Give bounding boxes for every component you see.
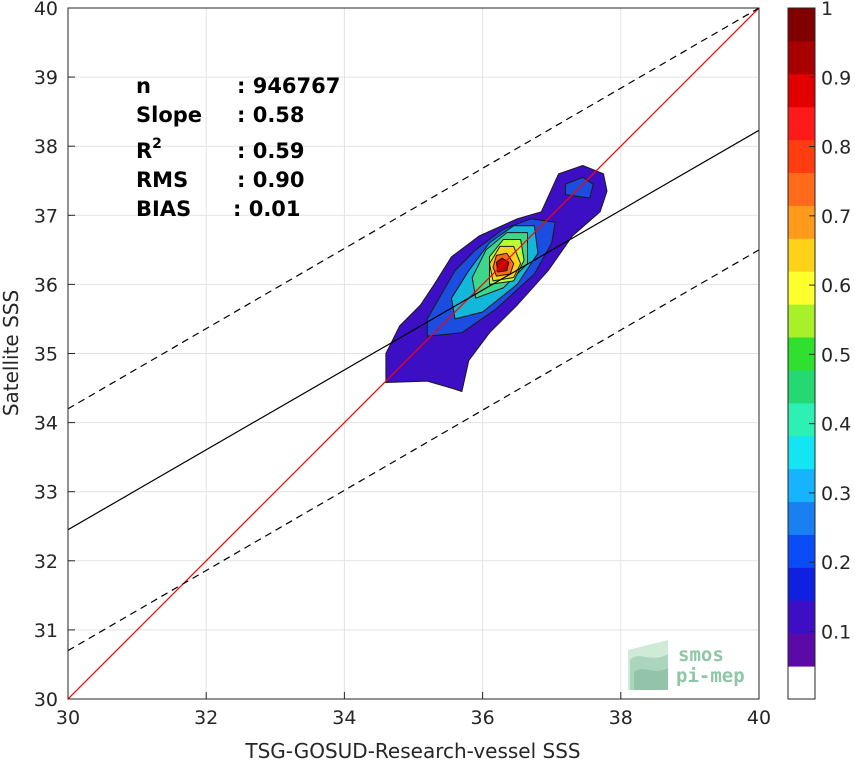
stat-r2-label: R2 [136,136,162,163]
x-tick-label: 32 [194,707,218,729]
smos-pi-mep-logo: smos pi-mep [628,640,745,690]
colorbar-segment [788,402,815,437]
stat-rms-label: RMS [136,168,188,192]
stat-bias-label: BIAS [136,197,191,221]
stat-rms-value: : 0.90 [237,168,305,192]
colorbar-segment [788,435,815,470]
grid-lines [67,7,760,700]
colorbar-segment [788,337,815,371]
colorbar-segment [788,238,815,272]
x-tick-label: 38 [609,707,633,729]
colorbar-tick-label: 0.7 [821,206,851,228]
y-tick-label: 34 [34,413,58,435]
colorbar-ticks: 0.1 0.2 0.3 0.4 0.5 0.6 0.7 0.8 0.9 1 [809,0,851,643]
colorbar-segment [788,534,815,568]
y-tick-label: 31 [34,620,58,642]
stat-bias-value: : 0.01 [233,197,301,221]
x-tick-label: 34 [332,707,356,729]
colorbar-segment [788,567,815,601]
stat-r2-letter: R [136,139,152,163]
y-tick-label: 36 [34,274,58,296]
x-axis-ticks: 30 32 34 36 38 40 [56,692,771,729]
colorbar-tick-label: 0.6 [821,275,851,297]
x-axis-title: TSG-GOSUD-Research-vessel SSS [244,739,580,763]
y-axis-ticks: 30 31 32 33 34 35 36 37 38 39 40 [34,0,75,711]
colorbar-segment [788,139,815,174]
stat-r2-superscript: 2 [152,136,162,152]
logo-wave-icon [628,640,668,690]
colorbar-tick-label: 0.2 [821,552,851,574]
colorbar-segment [788,40,815,75]
y-tick-label: 38 [34,136,58,158]
regression-line [68,129,759,531]
colorbar-segment [788,600,815,634]
logo-text-line1: smos [678,644,724,666]
colorbar-segment [788,8,815,42]
colorbar-segment [788,106,815,141]
x-tick-label: 40 [747,707,771,729]
colorbar-tick-label: 0.9 [821,67,851,89]
colorbar-segment [788,205,815,239]
colorbar-segment [788,468,815,503]
colorbar-tick-label: 0.8 [821,137,851,159]
stat-n-value: : 946767 [237,74,340,98]
lower-band-line [68,249,759,652]
y-axis-title: Satellite SSS [0,290,23,416]
colorbar [788,8,815,700]
y-tick-label: 30 [34,689,58,711]
x-tick-label: 36 [471,707,495,729]
colorbar-segment [788,271,815,305]
logo-text-line2: pi-mep [676,665,745,687]
colorbar-tick-label: 1 [821,0,833,20]
y-tick-label: 33 [34,482,58,504]
colorbar-segment [788,501,815,535]
colorbar-segment [788,304,815,338]
colorbar-segment [788,73,815,108]
upper-band-line [68,8,759,410]
colorbar-frame [787,7,816,700]
colorbar-tick-label: 0.3 [821,483,851,505]
stat-n-label: n [136,74,151,98]
colorbar-segment [788,369,815,404]
y-tick-label: 37 [34,205,58,227]
y-tick-label: 39 [34,67,58,89]
reference-lines [68,8,759,699]
colorbar-segment [788,666,815,700]
colorbar-tick-label: 0.1 [821,621,851,643]
stat-slope-label: Slope [136,103,202,127]
y-tick-label: 35 [34,344,58,366]
colorbar-segment [788,633,815,667]
colorbar-tick-label: 0.5 [821,344,851,366]
stat-r2-value: : 0.59 [237,139,305,163]
colorbar-tick-label: 0.4 [821,414,851,436]
y-tick-label: 32 [34,551,58,573]
stat-slope-value: : 0.58 [237,103,305,127]
x-tick-label: 30 [56,707,80,729]
y-tick-label: 40 [34,0,58,20]
colorbar-segment [788,172,815,206]
stats-box: n : 946767 Slope : 0.58 R2 : 0.59 RMS : … [136,74,340,221]
